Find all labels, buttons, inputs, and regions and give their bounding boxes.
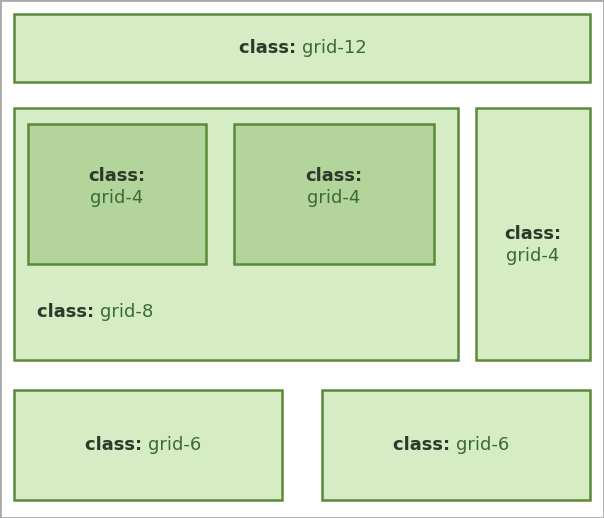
Text: grid-12: grid-12 — [302, 39, 367, 57]
Text: grid-8: grid-8 — [100, 303, 153, 321]
Text: class:: class: — [306, 167, 362, 185]
Bar — [322, 390, 590, 500]
Bar — [476, 108, 590, 360]
Bar — [14, 108, 458, 360]
Text: class:: class: — [88, 167, 146, 185]
Text: grid-4: grid-4 — [91, 189, 144, 207]
Bar — [28, 124, 206, 264]
Text: grid-6: grid-6 — [148, 436, 201, 454]
Text: class:: class: — [85, 436, 148, 454]
Text: grid-4: grid-4 — [506, 247, 560, 265]
Bar — [14, 14, 590, 82]
Bar — [234, 124, 434, 264]
Text: class:: class: — [239, 39, 302, 57]
Text: grid-4: grid-4 — [307, 189, 361, 207]
Text: class:: class: — [393, 436, 456, 454]
Text: grid-6: grid-6 — [456, 436, 509, 454]
Text: class:: class: — [504, 225, 562, 243]
Text: class:: class: — [37, 303, 100, 321]
Bar — [14, 390, 282, 500]
